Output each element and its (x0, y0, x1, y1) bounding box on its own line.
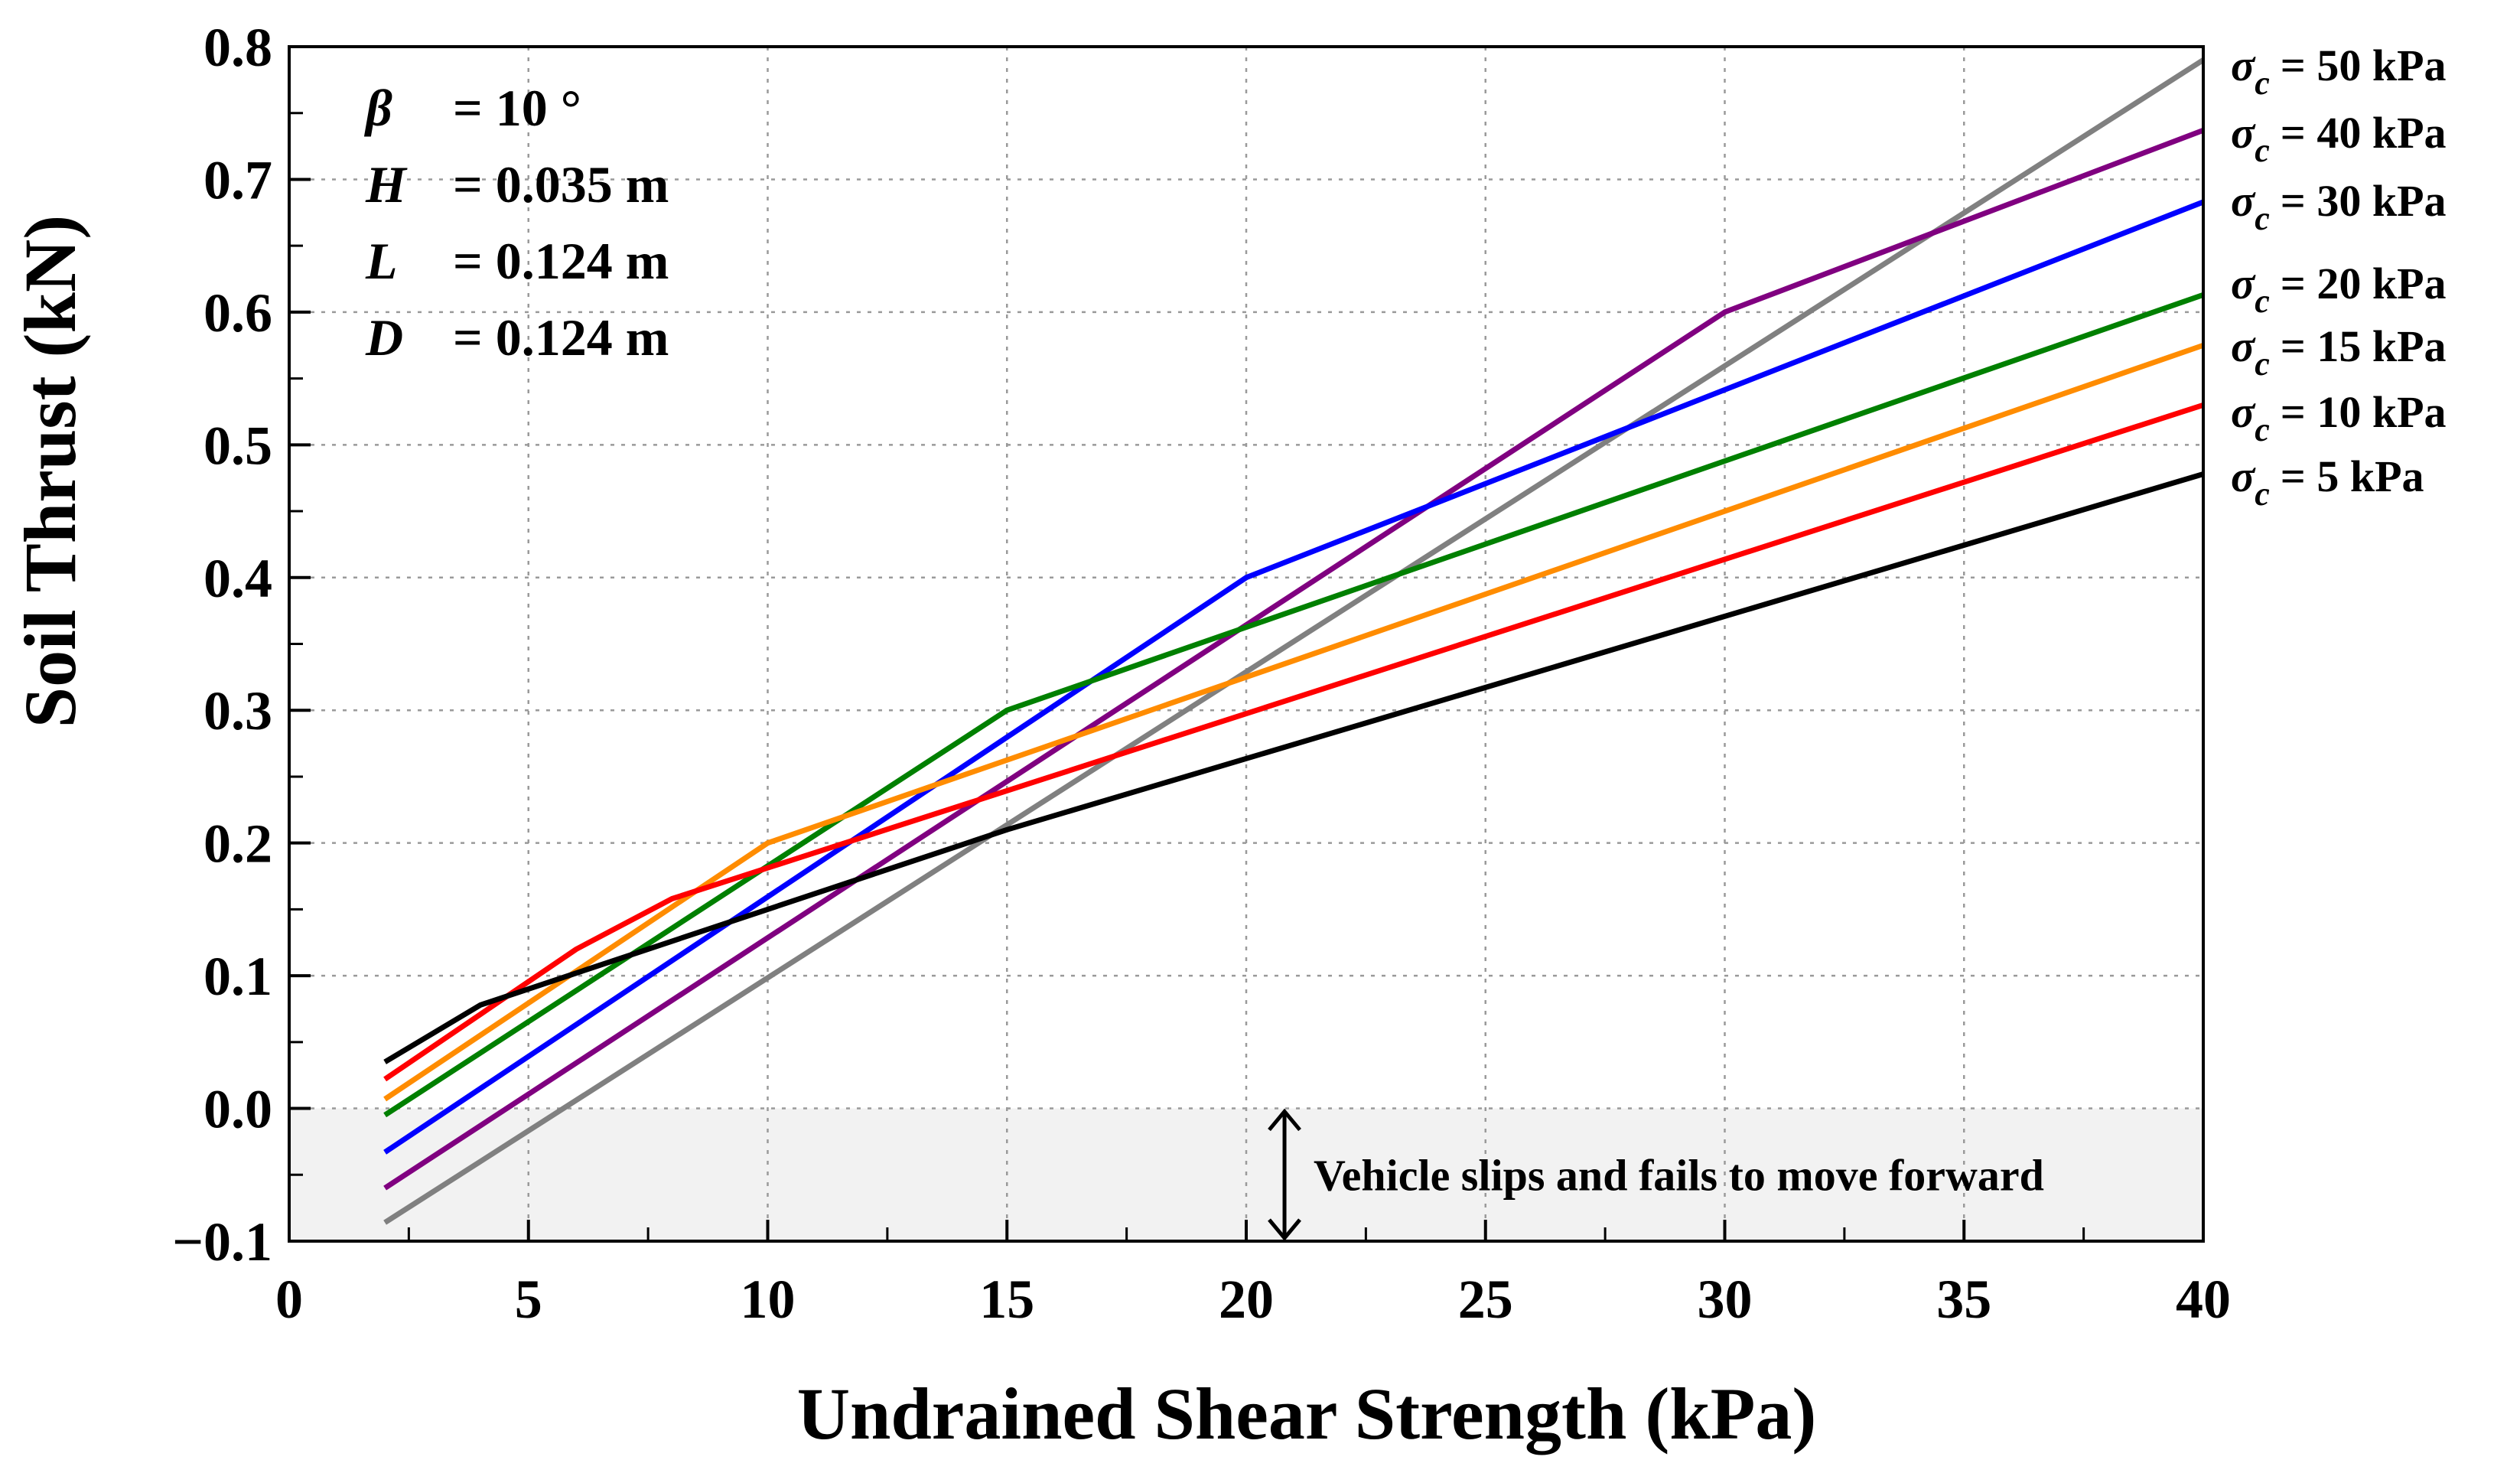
legend-subscript: c (2255, 64, 2270, 102)
x-tick-label: 30 (1698, 1269, 1753, 1330)
y-tick-label: 0.1 (203, 946, 272, 1007)
y-axis-title: Soil Thrust (kN) (9, 215, 91, 728)
legend-label: = 20 kPa (2281, 259, 2447, 308)
x-axis-title: Undrained Shear Strength (kPa) (797, 1373, 1817, 1455)
parameter-symbol: D (365, 308, 403, 367)
series-line-40-kpa (383, 127, 2205, 1191)
parameter-row: H = 0.035 m (365, 155, 669, 213)
legend-symbol: σ (2231, 387, 2256, 437)
x-tick-label: 20 (1219, 1269, 1274, 1330)
series-lines (383, 57, 2205, 1225)
x-tick-label: 40 (2176, 1269, 2231, 1330)
series-line-15-kpa (383, 342, 2205, 1102)
legend-symbol: σ (2231, 451, 2256, 501)
x-tick-label: 0 (275, 1269, 303, 1330)
parameter-row: D = 0.124 m (365, 308, 669, 367)
annotation-layer: Vehicle slips and fails to move forward (1268, 1108, 2044, 1241)
legend-entry-50-kpa: σc = 50 kPa (2231, 41, 2447, 102)
series-line-5-kpa (383, 471, 2204, 1064)
y-tick-label: 0.6 (203, 282, 272, 344)
parameter-symbol: H (365, 155, 408, 213)
parameter-value: = 0.124 m (453, 308, 669, 367)
parameter-row: β = 10 ° (363, 79, 581, 137)
x-tick-label: 35 (1936, 1269, 1991, 1330)
series-line-30-kpa (383, 199, 2205, 1155)
legend-entry-5-kpa: σc = 5 kPa (2231, 451, 2424, 513)
y-tick-label: 0.3 (203, 680, 272, 741)
parameter-value: = 0.124 m (453, 232, 669, 290)
legend-label: = 40 kPa (2281, 108, 2447, 158)
y-tick-label: 0.0 (203, 1079, 272, 1140)
parameter-value: = 10 ° (453, 79, 581, 137)
x-tick-label: 5 (515, 1269, 542, 1330)
legend-symbol: σ (2231, 259, 2256, 308)
legend-entry-20-kpa: σc = 20 kPa (2231, 259, 2447, 320)
legend-subscript: c (2255, 475, 2270, 513)
parameter-symbol: L (365, 232, 398, 290)
legend-entry-10-kpa: σc = 10 kPa (2231, 387, 2447, 448)
series-line-10-kpa (383, 402, 2205, 1082)
legend-label: = 15 kPa (2281, 321, 2447, 371)
legend-symbol: σ (2231, 176, 2256, 226)
annotation-arrow-head-up (1268, 1108, 1301, 1132)
axes (288, 45, 2205, 1243)
y-tick-label: 0.8 (203, 17, 272, 78)
y-tick-label: 0.2 (203, 813, 272, 875)
legend-subscript: c (2255, 411, 2270, 448)
x-tick-label: 15 (979, 1269, 1034, 1330)
legend-entry-15-kpa: σc = 15 kPa (2231, 321, 2447, 383)
series-line-20-kpa (383, 292, 2205, 1118)
parameter-value: = 0.035 m (453, 155, 669, 213)
legend-subscript: c (2255, 345, 2270, 383)
legend-subscript: c (2255, 282, 2270, 320)
parameter-symbol: β (363, 79, 392, 137)
legend-label: = 30 kPa (2281, 176, 2447, 226)
legend-symbol: σ (2231, 108, 2256, 158)
tick-labels: 0 5 10 15 20 25 30 35 40 −0.1 0.0 0.1 0.2 0.3 0.4 0.5 0.… (172, 17, 2231, 1330)
legend-entry-30-kpa: σc = 30 kPa (2231, 176, 2447, 237)
legend-subscript: c (2255, 200, 2270, 237)
legend-symbol: σ (2231, 41, 2256, 90)
y-tick-label: 0.5 (203, 415, 272, 476)
parameter-box: β = 10 ° H = 0.035 m L = 0.124 m D = 0.124 m (363, 79, 669, 367)
x-tick-label: 25 (1458, 1269, 1513, 1330)
series-line-50-kpa (383, 57, 2205, 1225)
legend-symbol: σ (2231, 321, 2256, 371)
legend-label: = 5 kPa (2281, 451, 2424, 501)
annotation-text: Vehicle slips and fails to move forward (1314, 1150, 2044, 1200)
annotation-arrow-head-down (1268, 1218, 1301, 1241)
legend-entry-40-kpa: σc = 40 kPa (2231, 108, 2447, 169)
parameter-row: L = 0.124 m (365, 232, 669, 290)
y-tick-label: 0.7 (203, 149, 272, 210)
legend-subscript: c (2255, 132, 2270, 169)
legend-label: = 50 kPa (2281, 41, 2447, 90)
y-tick-label: −0.1 (172, 1211, 272, 1273)
legend-label: = 10 kPa (2281, 387, 2447, 437)
y-tick-label: 0.4 (203, 548, 272, 609)
x-tick-label: 10 (741, 1269, 796, 1330)
